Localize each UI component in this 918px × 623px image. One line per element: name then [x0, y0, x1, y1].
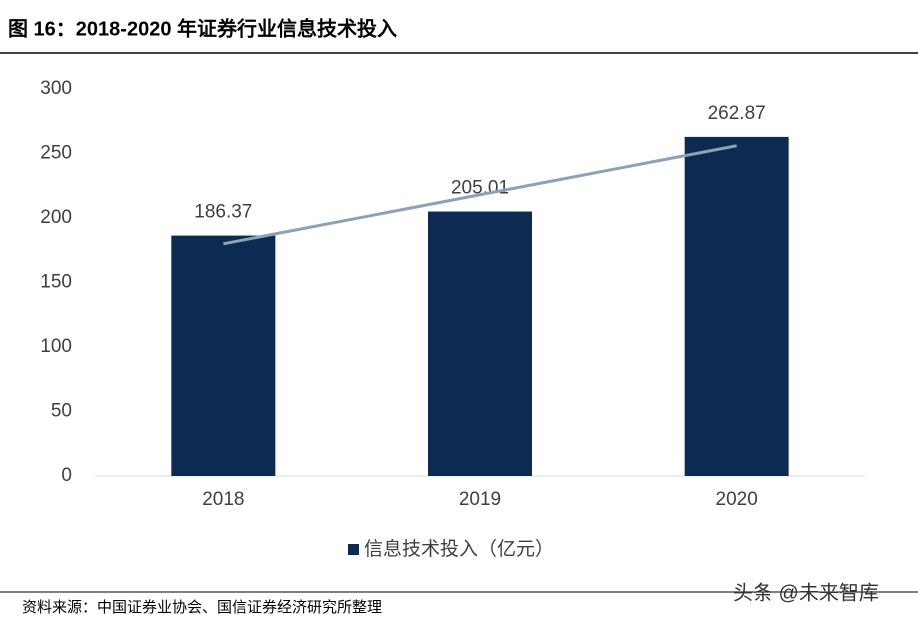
- bar: [171, 235, 276, 476]
- y-tick-label: 150: [40, 272, 72, 293]
- x-tick-label: 2018: [202, 489, 244, 510]
- trend-line: [223, 144, 737, 246]
- legend-swatch: [348, 544, 359, 555]
- bar: [428, 211, 532, 476]
- source-note: 资料来源：中国证券业协会、国信证券经济研究所整理: [22, 599, 382, 616]
- legend-label: 信息技术投入（亿元）: [364, 538, 554, 560]
- value-label: 262.87: [708, 103, 766, 124]
- value-label: 186.37: [194, 202, 252, 223]
- x-tick-label: 2020: [716, 489, 758, 510]
- chart-title: 图 16：2018-2020 年证券行业信息技术投入: [8, 16, 397, 40]
- y-tick-label: 300: [40, 78, 72, 99]
- y-tick-label: 50: [51, 401, 72, 422]
- watermark: 头条 @未来智库: [733, 581, 879, 604]
- y-tick-label: 200: [40, 207, 72, 228]
- y-tick-label: 250: [40, 143, 72, 164]
- x-tick-label: 2019: [459, 489, 501, 510]
- bar: [684, 136, 789, 476]
- y-tick-label: 0: [61, 465, 72, 486]
- y-tick-label: 100: [40, 336, 72, 357]
